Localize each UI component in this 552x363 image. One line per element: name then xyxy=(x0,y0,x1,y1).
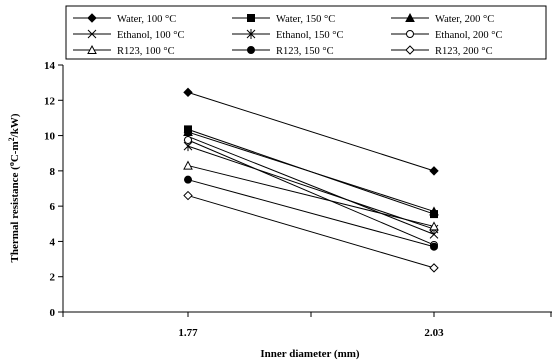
y-tick-label: 12 xyxy=(44,95,56,107)
y-tick-label: 2 xyxy=(50,272,56,284)
legend-label: Water, 200 °C xyxy=(435,14,494,25)
series-5-point-0 xyxy=(184,135,192,144)
y-tick-label: 4 xyxy=(50,236,56,248)
legend-marker xyxy=(246,29,256,39)
x-axis-title: Inner diameter (mm) xyxy=(260,348,360,360)
series-7-point-0 xyxy=(184,175,192,184)
legend-marker xyxy=(247,46,255,54)
y-tick-label: 10 xyxy=(44,131,56,143)
series-line-3 xyxy=(187,135,435,235)
y-tick-label: 0 xyxy=(50,307,56,319)
legend-marker xyxy=(87,44,97,54)
legend-label: Water, 150 °C xyxy=(276,14,335,25)
series-8-point-0 xyxy=(183,190,193,201)
legend: Water, 100 °C Water, 150 °C Water, 200 °C E… xyxy=(65,5,547,60)
legend-item-2: Water, 200 °C xyxy=(391,12,494,25)
plot-area: 0 2 4 6 8 10 12 14 1.77 2.03 xyxy=(44,60,552,339)
series-8-point-1 xyxy=(429,263,439,273)
series-0-point-1 xyxy=(429,166,439,176)
series-line-6 xyxy=(187,165,435,227)
legend-item-6: R123, 100 °C xyxy=(73,44,175,57)
legend-item-7: R123, 150 °C xyxy=(232,46,334,57)
series-0-point-0 xyxy=(183,87,193,98)
series-line-8 xyxy=(187,195,435,269)
y-tick-label: 8 xyxy=(50,166,56,178)
legend-item-3: Ethanol, 100 °C xyxy=(73,29,185,41)
legend-label: R123, 200 °C xyxy=(435,46,493,57)
legend-item-4: Ethanol, 150 °C xyxy=(232,29,344,41)
y-tick-label: 6 xyxy=(50,201,56,213)
legend-label: Water, 100 °C xyxy=(117,14,176,25)
y-axis-title-mid: C-m xyxy=(9,141,21,162)
x-tick-label: 1.77 xyxy=(178,327,198,339)
legend-marker xyxy=(247,14,255,22)
legend-label: R123, 150 °C xyxy=(276,46,334,57)
legend-marker xyxy=(87,29,97,39)
series-line-4 xyxy=(187,145,435,230)
legend-label: Ethanol, 100 °C xyxy=(117,30,185,41)
legend-marker xyxy=(87,13,97,23)
legend-marker xyxy=(405,45,415,55)
series-6-point-0 xyxy=(183,160,193,170)
y-axis-title-sup2: 2 xyxy=(7,137,16,141)
series-2-point-1 xyxy=(429,206,439,216)
x-tick-label: 2.03 xyxy=(424,327,444,339)
y-axis-title-suffix: /kW) xyxy=(9,113,21,138)
y-axis-title-prefix: Thermal resistance ( xyxy=(9,166,21,263)
series-line-7 xyxy=(187,179,435,248)
legend-item-0: Water, 100 °C xyxy=(73,13,176,25)
legend-box xyxy=(65,5,547,60)
y-tick-label: 14 xyxy=(44,60,56,72)
series-line-0 xyxy=(187,91,435,172)
y-axis-title-sup1: o xyxy=(7,162,16,166)
legend-marker xyxy=(406,30,414,38)
series-line-2 xyxy=(187,131,435,212)
series-6-point-1 xyxy=(429,221,439,231)
series-line-5 xyxy=(187,139,435,246)
y-axis-title: Thermal resistance (oC-m2/kW) xyxy=(7,113,21,262)
legend-item-1: Water, 150 °C xyxy=(232,14,335,25)
legend-item-8: R123, 200 °C xyxy=(391,45,493,57)
legend-label: R123, 100 °C xyxy=(117,46,175,57)
legend-label: Ethanol, 150 °C xyxy=(276,30,344,41)
series-2-point-0 xyxy=(183,126,193,137)
legend-marker xyxy=(405,12,415,22)
series-7-point-1 xyxy=(430,242,438,251)
legend-item-5: Ethanol, 200 °C xyxy=(391,30,503,41)
legend-label: Ethanol, 200 °C xyxy=(435,30,503,41)
